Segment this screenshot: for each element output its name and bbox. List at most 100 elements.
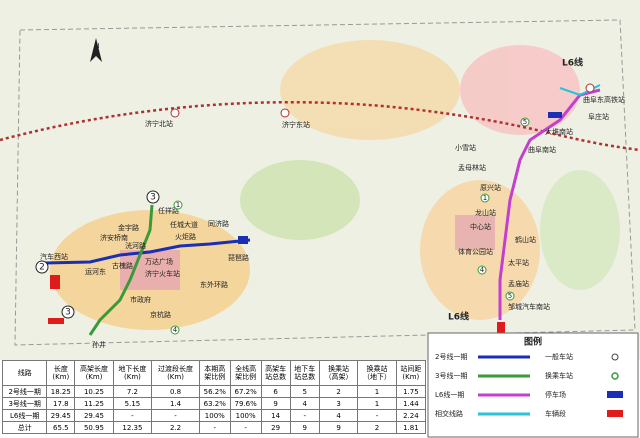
table-cell: 56.2% [198, 385, 231, 398]
legend-label: 3号线一期 [435, 371, 467, 380]
table-cell: 1.4 [151, 397, 200, 410]
station-label: 济宁东站 [282, 120, 310, 129]
station-label: 京杭路 [150, 310, 171, 319]
table-cell: 14 [260, 409, 291, 422]
table-cell: 65.5 [46, 421, 76, 434]
table-row: 总计 65.5 50.95 12.35 2.2- -29 9 9 2 1.81 [1, 421, 427, 434]
data-table: 线路 长度 (Km) 高架长度 (Km) 地下长度 (Km) 过渡段长度 (Km) 本期高… [1, 360, 427, 434]
table-cell: 29.45 [46, 409, 76, 422]
line-label: L6线 [562, 57, 583, 69]
line-number: 2 [39, 263, 45, 273]
table-cell: 3号线一期 [1, 397, 48, 410]
legend-symbol [607, 410, 623, 417]
station-label: 运河东 [85, 267, 106, 276]
legend-label: L6线一期 [435, 390, 464, 399]
station-label: 鹤山站 [515, 235, 536, 244]
table-cell: 1.81 [395, 421, 427, 434]
station-label: 孟庙站 [508, 279, 529, 288]
depot [50, 275, 60, 289]
table-cell: 79.6% [229, 397, 262, 410]
line-number: 3 [150, 193, 156, 203]
table-cell: 6 [260, 385, 291, 398]
table-cell: 换乘站 （高架） [318, 360, 359, 386]
station-label: 邹城汽车南站 [508, 302, 550, 311]
table-cell: 100% [229, 409, 262, 422]
table-cell: - [357, 409, 397, 422]
table-header: 线路 长度 (Km) 高架长度 (Km) 地下长度 (Km) 过渡段长度 (Km) 本期高… [1, 360, 427, 386]
line-number: 5 [523, 118, 527, 126]
table-cell: - [198, 421, 231, 434]
line-number: 1 [176, 201, 180, 209]
table-cell: 过渡段长度 (Km) [151, 360, 200, 386]
station-label: 济宁火车站 [145, 269, 180, 278]
table-cell: 3 [318, 397, 359, 410]
parking-lot [548, 112, 562, 118]
line-number-circles [35, 117, 530, 335]
table-cell: 线路 [1, 360, 48, 386]
boundary [14, 19, 636, 346]
table-cell: 100% [198, 409, 231, 422]
station-label: 万达广场 [145, 257, 173, 266]
legend-label: 一般车站 [545, 352, 573, 361]
station-label: 任城大道 [170, 220, 198, 229]
table-cell: 地下车 站总数 [289, 360, 320, 386]
table-cell: 9 [260, 397, 291, 410]
table-cell: 5.15 [112, 397, 153, 410]
land-use [50, 40, 620, 330]
station-label: 孟母林站 [458, 163, 486, 172]
table-cell: 站间距 (Km) [395, 360, 427, 386]
table-row: 2号线一期 18.25 10.25 7.2 0.8 56.2% 67.2% 6 5 2 1 1.75 [1, 385, 427, 398]
table-cell: 9 [289, 421, 320, 434]
railway [0, 100, 640, 152]
table-cell: 总计 [1, 421, 48, 434]
station-label: 中心站 [470, 222, 491, 231]
station-label: 太平站 [508, 258, 529, 267]
legend-label: 换乘车站 [545, 371, 573, 380]
table-cell: 18.25 [46, 385, 76, 398]
depot [497, 322, 505, 336]
legend-label: 2号线一期 [435, 352, 467, 361]
compass [90, 38, 102, 62]
line-3 [88, 204, 154, 336]
table-cell: 高架长度 (Km) [74, 360, 114, 386]
station-label: 古槐路 [112, 261, 133, 270]
table-cell: 2.24 [395, 409, 427, 422]
table-cell: 67.2% [229, 385, 262, 398]
table-cell: 11.25 [74, 397, 114, 410]
table-cell: 5 [289, 385, 320, 398]
table-cell: 17.8 [46, 397, 76, 410]
station-label: 琵琶路 [228, 253, 249, 262]
line-number: 4 [173, 326, 178, 334]
table-cell: 63.2% [198, 397, 231, 410]
table-cell: 29 [260, 421, 291, 434]
station-label: 洸河路 [125, 241, 146, 250]
station-label: 曲阜东高铁站 [583, 95, 625, 104]
table-cell: 4 [318, 409, 359, 422]
table-cell: 1 [357, 385, 397, 398]
table-cell: 12.35 [112, 421, 153, 434]
line-2 [44, 238, 251, 265]
station-label: 原兴站 [480, 183, 501, 192]
table-cell: L6线一期 [1, 409, 48, 422]
station-label: 济宁北站 [145, 119, 173, 128]
table-cell: 29.45 [74, 409, 114, 422]
legend-symbol [607, 391, 623, 398]
line-number: 1 [483, 194, 487, 202]
station-label: 同济路 [208, 219, 229, 228]
table-cell: 1.75 [395, 385, 427, 398]
table-cell: 2 [318, 385, 359, 398]
table-cell: 换乘站 （地下） [357, 360, 397, 386]
table-cell: - [112, 409, 153, 422]
parking-lot [238, 236, 248, 244]
station-label: 龙山站 [475, 208, 496, 217]
table-cell: 高架车 站总数 [260, 360, 291, 386]
station-labels: 济宁北站 济宁东站 L6线 曲阜东高铁站 阜庄站 大堆南站 曲阜南站 小雪站 孟… [40, 57, 625, 350]
table-cell: 本期高 架比例 [198, 360, 231, 386]
station-label: 济安桥南 [100, 233, 128, 242]
table-cell: 4 [289, 397, 320, 410]
table-cell: - [229, 421, 262, 434]
legend-label: 相交线路 [435, 409, 463, 418]
rail-station-icons [170, 83, 595, 118]
